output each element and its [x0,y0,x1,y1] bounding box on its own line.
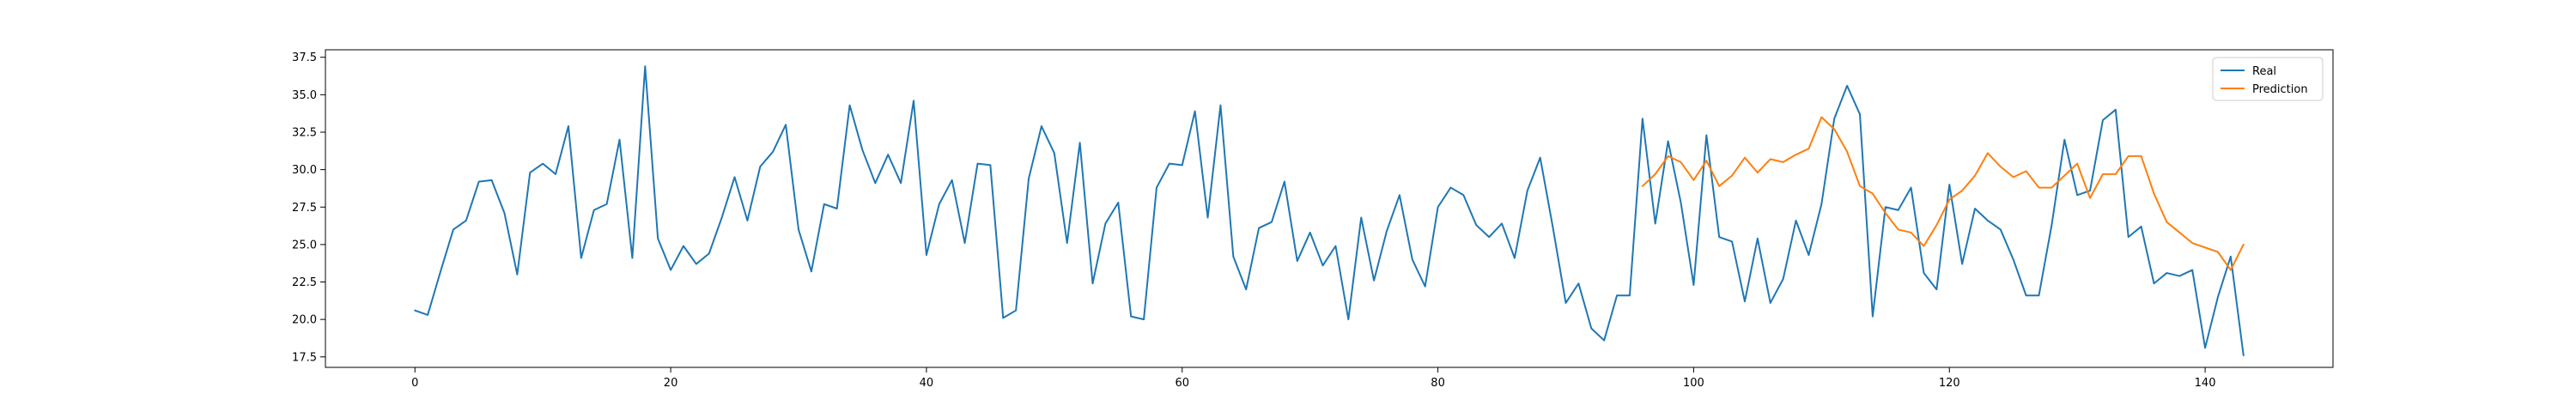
y-tick-label: 37.5 [292,52,317,64]
x-tick-label: 40 [920,377,934,390]
x-tick-label: 100 [1683,377,1704,390]
y-tick-label: 32.5 [292,126,317,139]
x-tick-label: 120 [1939,377,1960,390]
plot-frame [325,49,2334,368]
y-tick-label: 25.0 [292,239,317,251]
series-line-prediction [1641,116,2245,271]
legend-box [2212,57,2324,101]
legend-label-prediction: Prediction [2252,83,2308,96]
y-tick-label: 22.5 [292,276,317,289]
x-tick-label: 0 [411,377,418,390]
y-tick-label: 27.5 [292,202,317,215]
x-tick-label: 80 [1431,377,1445,390]
y-tick-label: 17.5 [292,351,317,364]
x-tick-label: 20 [664,377,678,390]
x-tick-label: 60 [1175,377,1189,390]
y-tick-label: 20.0 [292,314,317,327]
series-layer [414,65,2245,357]
series-line-real [414,65,2245,357]
legend-label-real: Real [2252,65,2276,78]
y-tick-label: 35.0 [292,89,317,102]
x-tick-label: 140 [2195,377,2216,390]
plot-area [325,49,2334,368]
y-axis: 17.5 20.0 22.5 25.0 27.5 30.0 32.5 35.0 37.5 [292,52,325,364]
y-tick-label: 30.0 [292,164,317,177]
legend: Real Prediction [2212,57,2324,101]
x-axis: 0 20 40 60 80 100 120 140 [411,367,2215,390]
